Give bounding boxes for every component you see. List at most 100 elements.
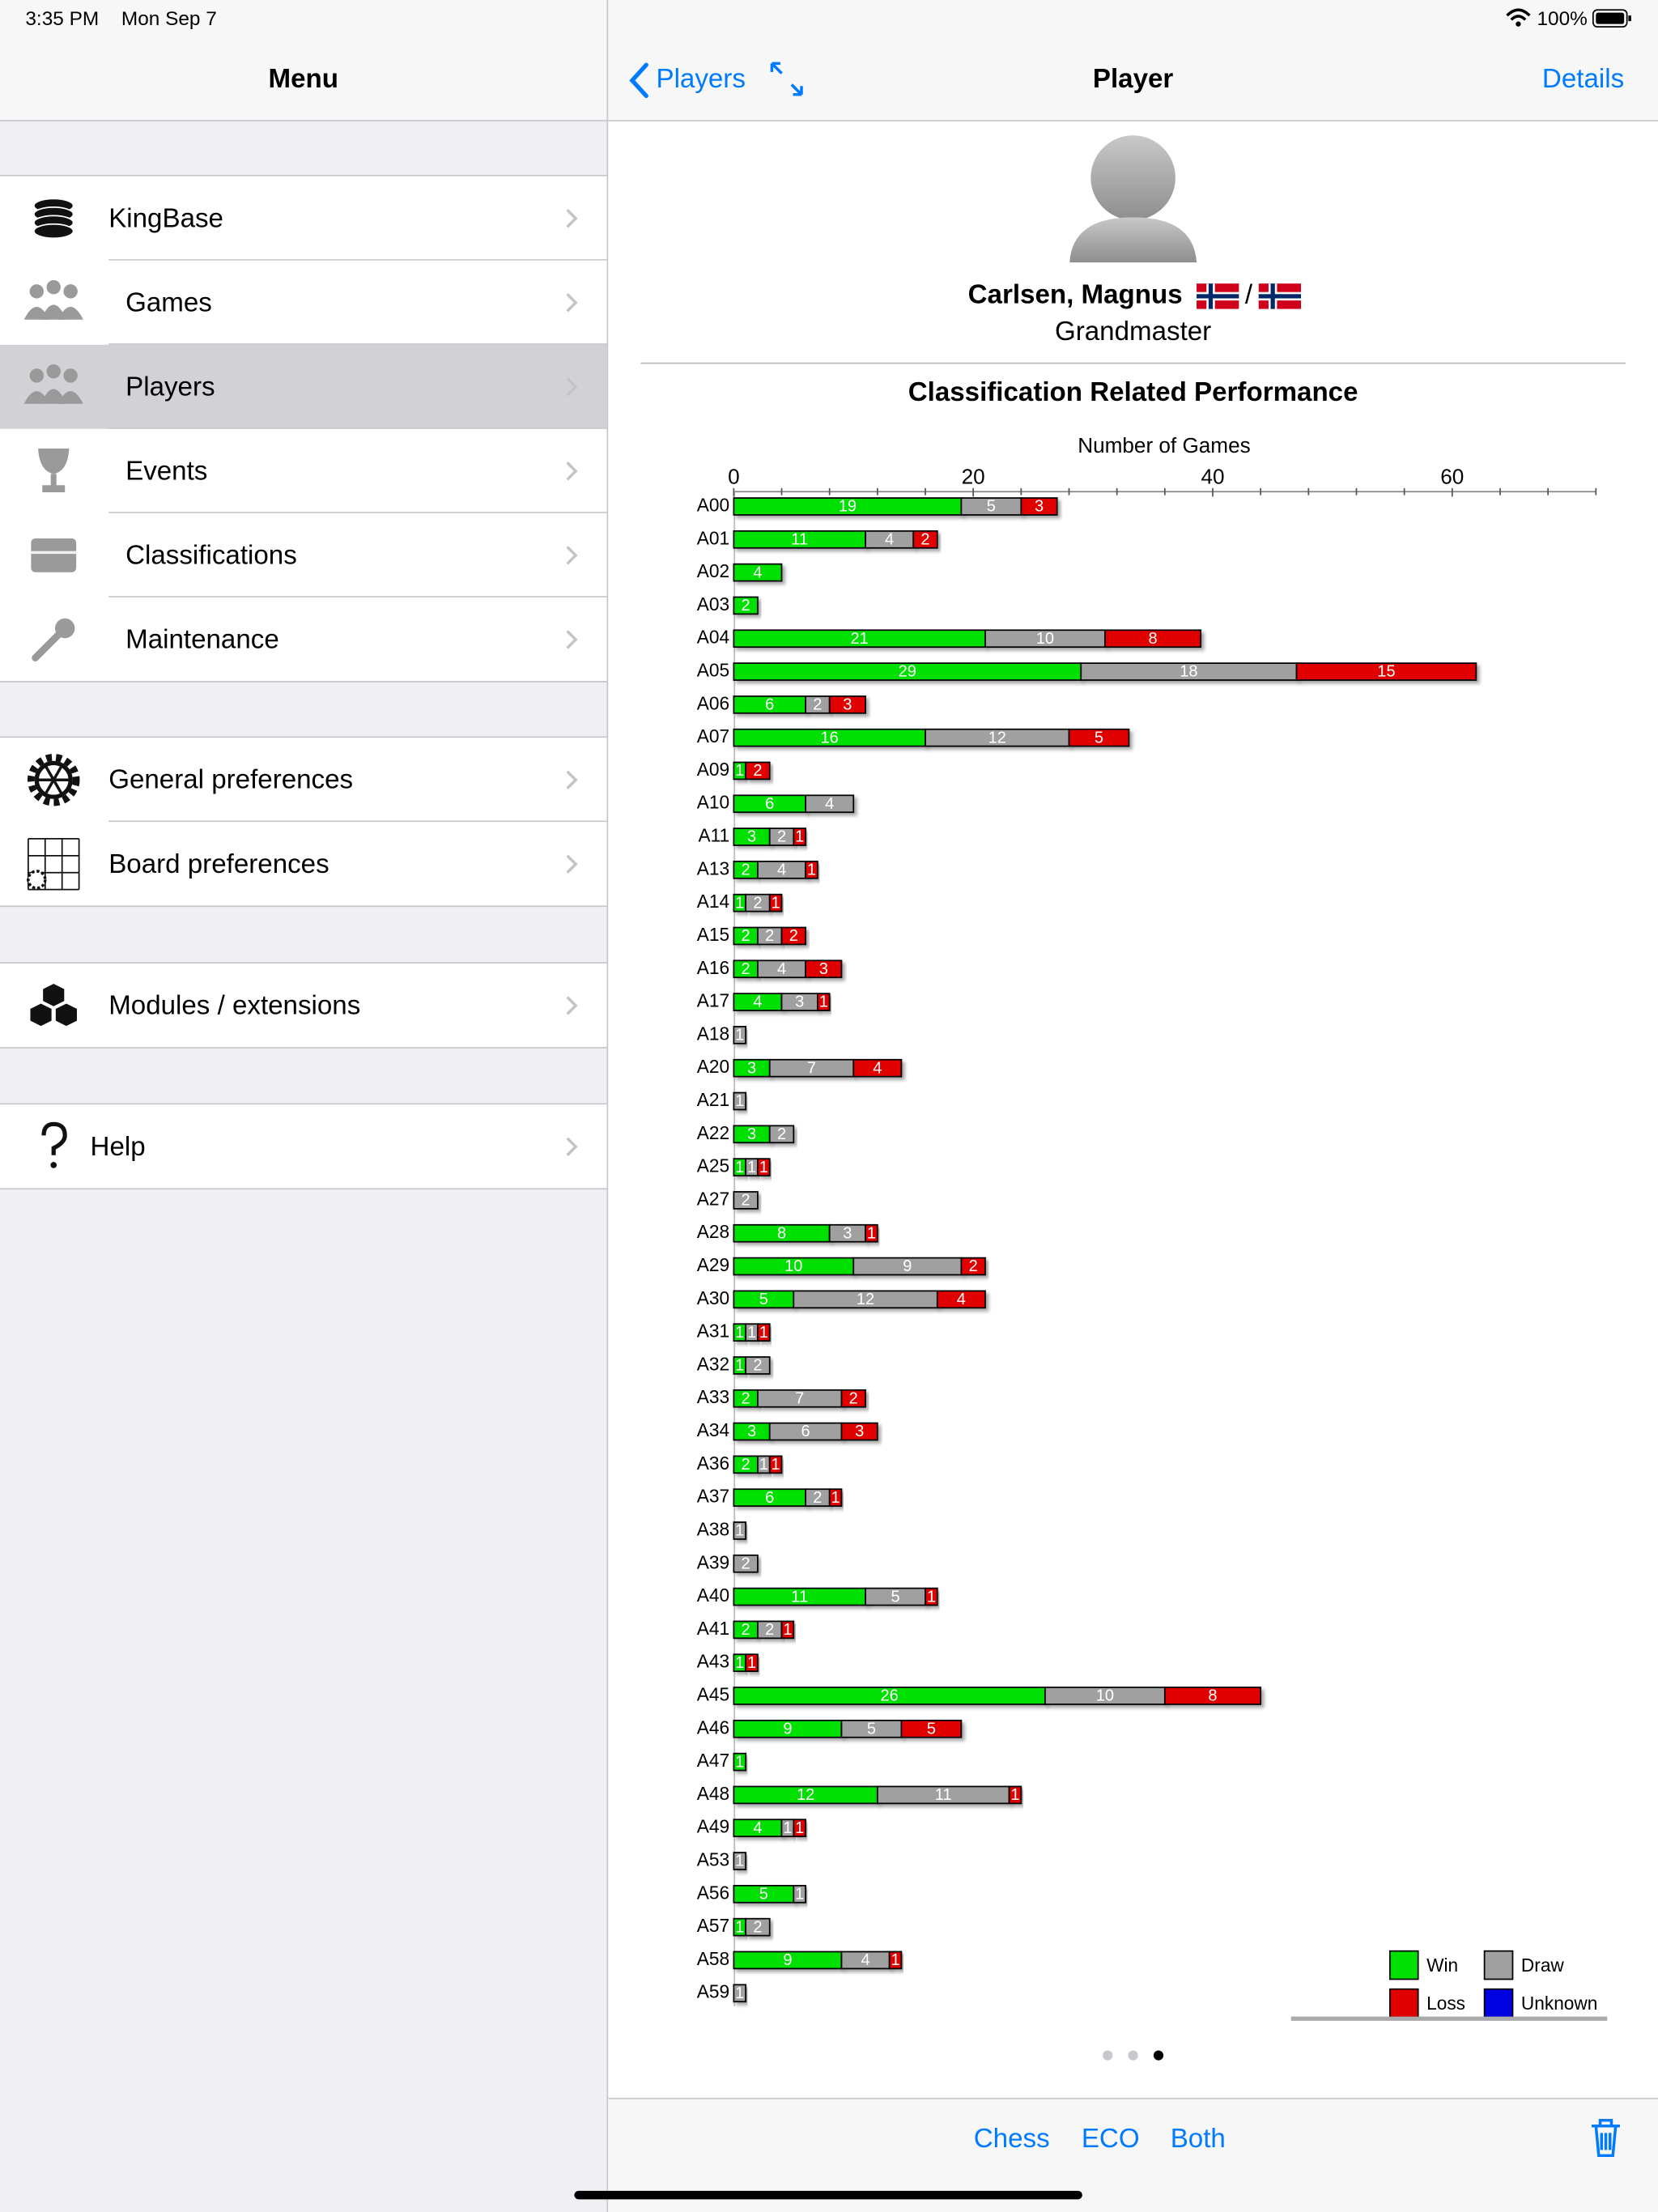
icon — [63, 368, 78, 383]
bar-value-label: 12 — [797, 1786, 814, 1804]
bar-value-label: 9 — [903, 1257, 912, 1275]
menu-row[interactable] — [0, 822, 607, 907]
bar-value-label: 1 — [735, 1522, 744, 1540]
bar-value-label: 3 — [747, 1423, 756, 1440]
bar-value-label: 4 — [753, 564, 762, 581]
y-tick-label: A15 — [697, 924, 729, 945]
bar-segment — [805, 959, 843, 979]
menu-row[interactable] — [0, 1104, 607, 1189]
y-tick-label: A28 — [697, 1221, 729, 1242]
bar-value-label: 12 — [857, 1291, 874, 1308]
bar-value-label: 1 — [891, 1951, 899, 1969]
bar-value-label: 4 — [957, 1291, 966, 1308]
nav-title: Player — [1093, 64, 1174, 94]
icon — [29, 284, 45, 299]
trash-icon[interactable] — [1592, 2119, 1620, 2158]
bar-segment — [817, 993, 831, 1011]
bar-value-label: 11 — [791, 1588, 808, 1606]
icon — [41, 1121, 67, 1155]
bar-value-label: 8 — [777, 1224, 786, 1242]
bar-value-label: 3 — [747, 828, 756, 846]
bar-value-label: 5 — [867, 1720, 876, 1738]
x-tick-label: 60 — [1440, 465, 1464, 489]
bar-value-label: 5 — [1095, 729, 1103, 747]
bar-value-label: 3 — [747, 1059, 756, 1077]
chevron — [566, 854, 578, 874]
legend-label: Draw — [1521, 1955, 1564, 1976]
details-button[interactable]: Details — [1542, 64, 1624, 94]
bar-value-label: 10 — [1036, 630, 1054, 648]
bar-value-label: 1 — [747, 1654, 756, 1672]
legend-swatch — [1483, 1950, 1514, 1980]
bar-value-label: 3 — [819, 960, 828, 978]
status-time: 3:35 PM — [25, 8, 99, 30]
y-tick-label: A11 — [699, 825, 730, 846]
bar-value-label: 8 — [1208, 1687, 1217, 1705]
y-tick-label: A41 — [697, 1618, 729, 1639]
bar-value-label: 3 — [855, 1423, 864, 1440]
bar-value-label: 8 — [1148, 630, 1157, 648]
menu-title: Menu — [269, 64, 338, 94]
toolbar-button[interactable]: Both — [1171, 2124, 1226, 2154]
menu-item: Help — [91, 1132, 146, 1162]
menu-row[interactable] — [0, 738, 607, 823]
bar-segment — [852, 1058, 903, 1078]
menu-row[interactable] — [0, 344, 607, 429]
player-title: Grandmaster — [1055, 317, 1211, 347]
bar-segment — [1068, 728, 1130, 747]
expand-icon[interactable] — [770, 62, 803, 96]
menu-row[interactable] — [0, 513, 607, 598]
bar-value-label: 1 — [735, 762, 744, 780]
bar-value-label: 1 — [759, 1324, 768, 1342]
y-tick-label: A53 — [697, 1849, 729, 1870]
menu-item: General preferences — [108, 765, 353, 795]
detail-nav — [608, 0, 1658, 121]
toolbar-button[interactable]: Chess — [974, 2124, 1050, 2154]
page-dot[interactable] — [1103, 2050, 1113, 2061]
bar-segment — [1104, 629, 1202, 649]
bar-segment — [865, 1223, 878, 1243]
bar-value-label: 2 — [789, 927, 798, 945]
bar-value-label: 9 — [783, 1951, 792, 1969]
menu-row[interactable] — [0, 428, 607, 513]
bar-value-label: 6 — [765, 696, 774, 714]
menu-row[interactable] — [0, 597, 607, 682]
flag — [1258, 294, 1302, 299]
bar-value-label: 1 — [772, 894, 780, 912]
page-dot[interactable] — [1153, 2050, 1164, 2061]
bar-value-label: 1 — [735, 1092, 744, 1110]
x-tick-label: 40 — [1201, 465, 1224, 489]
bar-value-label: 1 — [867, 1224, 876, 1242]
icon — [50, 1162, 57, 1168]
bar-value-label: 1 — [735, 1027, 744, 1044]
menu-row[interactable] — [0, 963, 607, 1049]
bar-value-label: 6 — [801, 1423, 810, 1440]
toolbar-button[interactable]: ECO — [1082, 2124, 1140, 2154]
page-dot[interactable] — [1128, 2050, 1138, 2061]
bar-value-label: 3 — [795, 993, 804, 1011]
bar-value-label: 11 — [791, 530, 808, 548]
menu-item: Games — [125, 287, 212, 317]
bar-segment — [768, 1125, 795, 1144]
bar-value-label: 21 — [851, 630, 869, 648]
bar-value-label: 3 — [843, 1224, 852, 1242]
icon — [63, 284, 78, 299]
bar-value-label: 1 — [759, 1159, 768, 1176]
bar-segment — [925, 1587, 938, 1606]
y-tick-label: A38 — [697, 1518, 729, 1539]
menu-row[interactable] — [0, 176, 607, 261]
bar-value-label: 6 — [765, 795, 774, 813]
sidebar-nav — [0, 0, 607, 121]
menu-row[interactable] — [0, 260, 607, 345]
x-tick-label: 20 — [962, 465, 985, 489]
icon — [46, 364, 61, 379]
menu-item: Players — [125, 372, 215, 402]
bar-value-label: 5 — [759, 1886, 768, 1904]
y-tick-label: A47 — [697, 1750, 729, 1771]
detail-bg — [608, 0, 1658, 2212]
legend-label: Loss — [1426, 1993, 1465, 2014]
menu-item: Maintenance — [125, 624, 279, 654]
bar-value-label: 6 — [765, 1489, 774, 1507]
back-button[interactable]: Players — [656, 64, 745, 94]
